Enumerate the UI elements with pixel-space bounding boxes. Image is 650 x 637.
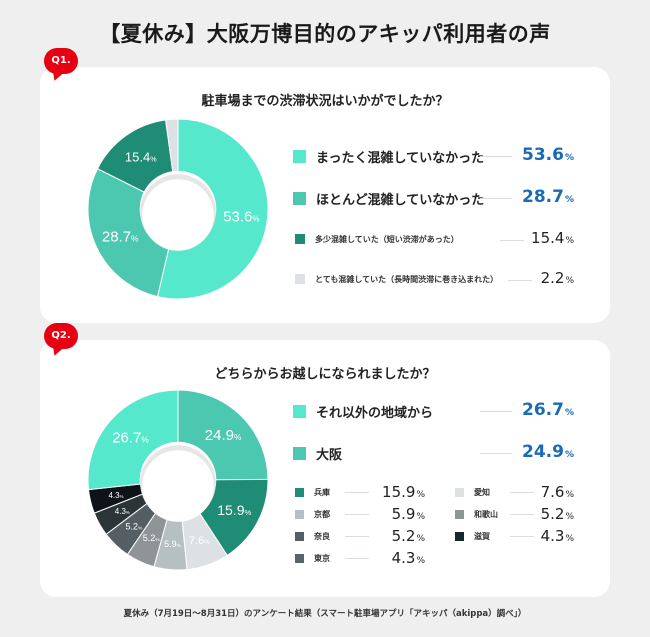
leader-line	[480, 411, 512, 412]
legend-value: 15.4%	[531, 229, 574, 247]
leader-line	[510, 536, 534, 537]
source-footnote: 夏休み（7月19日〜8月31日）のアンケート結果（スマート駐車場アプリ「アキッパ…	[123, 609, 527, 619]
legend-label: 京都	[314, 509, 330, 519]
legend-label: それ以外の地域から	[316, 405, 434, 421]
legend-swatch	[455, 531, 464, 541]
legend-swatch	[295, 509, 304, 519]
q1-donut-chart: 53.6% 28.7% 15.4%	[88, 119, 268, 299]
legend-swatch	[295, 487, 304, 497]
legend-label: 愛知	[474, 487, 490, 497]
donut-slice	[88, 390, 179, 491]
legend-value: 4.3%	[540, 527, 574, 545]
legend-label: とても混雑していた（長時間渋滞に巻き込まれた）	[315, 274, 499, 284]
q1-legend-item: ほとんど混雑していなかった	[293, 189, 485, 208]
legend-value: 28.7%	[522, 187, 574, 207]
page-title: 【夏休み】大阪万博目的のアキッパ利用者の声	[99, 22, 551, 46]
leader-line	[480, 453, 512, 454]
leader-line	[345, 558, 369, 559]
q1-legend-item: まったく混雑していなかった	[293, 147, 485, 166]
donut-slice	[177, 390, 268, 481]
slice-label: 24.9%	[205, 427, 242, 444]
q2-badge: Q2.	[44, 323, 78, 349]
slice-label: 5.2%	[143, 533, 161, 543]
legend-label: 大阪	[316, 447, 343, 463]
q2-legend-item: 和歌山	[455, 505, 498, 523]
legend-label: まったく混雑していなかった	[316, 150, 485, 166]
leader-line	[345, 536, 369, 537]
legend-swatch	[295, 531, 304, 541]
legend-value: 4.3%	[391, 549, 425, 567]
slice-label: 53.6%	[223, 209, 260, 226]
q1-question: 駐車場までの渋滞状況はいかがでしたか？	[201, 94, 449, 109]
legend-label: 東京	[314, 553, 330, 563]
legend-label: 多少混雑していた（短い渋滞があった）	[315, 234, 459, 244]
legend-swatch	[293, 404, 306, 418]
leader-line	[480, 198, 512, 199]
legend-label: 奈良	[314, 531, 330, 541]
slice-label: 5.9%	[164, 539, 182, 549]
legend-swatch	[293, 446, 306, 460]
legend-value: 5.9%	[391, 505, 425, 523]
leader-line	[480, 156, 512, 157]
q2-legend-item: 愛知	[455, 483, 490, 501]
donut-slice	[156, 119, 268, 299]
leader-line	[345, 514, 369, 515]
q2-legend-item: 滋賀	[455, 527, 490, 545]
legend-label: ほとんど混雑していなかった	[316, 192, 485, 208]
q2-question: どちらからお越しになられましたか？	[214, 367, 436, 382]
legend-swatch	[295, 234, 305, 244]
legend-swatch	[295, 553, 304, 563]
legend-value: 5.2%	[540, 505, 574, 523]
leader-line	[508, 280, 532, 281]
legend-label: 和歌山	[474, 509, 498, 519]
q2-card: どちらからお越しになられましたか？ 24.9% 15.9% 7.6% 5.9% 5.2%…	[40, 340, 610, 597]
legend-value: 7.6%	[540, 483, 574, 501]
q1-card: 駐車場までの渋滞状況はいかがでしたか？ 53.6% 28.7% 15.4% まったく…	[40, 67, 610, 323]
legend-value: 5.2%	[391, 527, 425, 545]
legend-value: 15.9%	[382, 483, 425, 501]
legend-swatch	[295, 274, 305, 284]
legend-value: 26.7%	[522, 400, 574, 420]
legend-swatch	[293, 191, 306, 205]
slice-label: 4.3%	[115, 507, 130, 516]
legend-label: 兵庫	[314, 487, 330, 497]
slice-label: 5.2%	[126, 521, 144, 531]
q2-donut-chart: 24.9% 15.9% 7.6% 5.9% 5.2% 5.2% 4.3% 4.3% 26.7%	[88, 390, 268, 570]
leader-line	[345, 492, 369, 493]
legend-swatch	[293, 149, 306, 163]
legend-value: 53.6%	[522, 145, 574, 165]
slice-label: 15.9%	[217, 502, 251, 518]
q2-legend-item: 京都	[295, 505, 330, 523]
leader-line	[500, 240, 524, 241]
legend-value: 24.9%	[522, 442, 574, 462]
slice-label: 26.7%	[112, 430, 149, 447]
slice-label: 15.4%	[125, 150, 157, 165]
q2-legend-item: 大阪	[293, 444, 343, 463]
slice-label: 4.3%	[108, 491, 123, 500]
legend-label: 滋賀	[474, 531, 490, 541]
leader-line	[510, 514, 534, 515]
q2-legend-item: それ以外の地域から	[293, 402, 434, 421]
q2-legend-item: 奈良	[295, 527, 330, 545]
legend-value: 2.2%	[540, 269, 574, 287]
q1-badge: Q1.	[44, 48, 78, 74]
slice-label: 28.7%	[102, 228, 139, 245]
q1-legend-item: とても混雑していた（長時間渋滞に巻き込まれた）	[295, 270, 498, 288]
legend-swatch	[455, 509, 464, 519]
q2-legend-item: 兵庫	[295, 483, 330, 501]
leader-line	[510, 492, 534, 493]
q1-legend-item: 多少混雑していた（短い渋滞があった）	[295, 230, 459, 248]
legend-swatch	[455, 487, 464, 497]
q2-legend-item: 東京	[295, 549, 330, 567]
donut-slice	[165, 119, 179, 173]
